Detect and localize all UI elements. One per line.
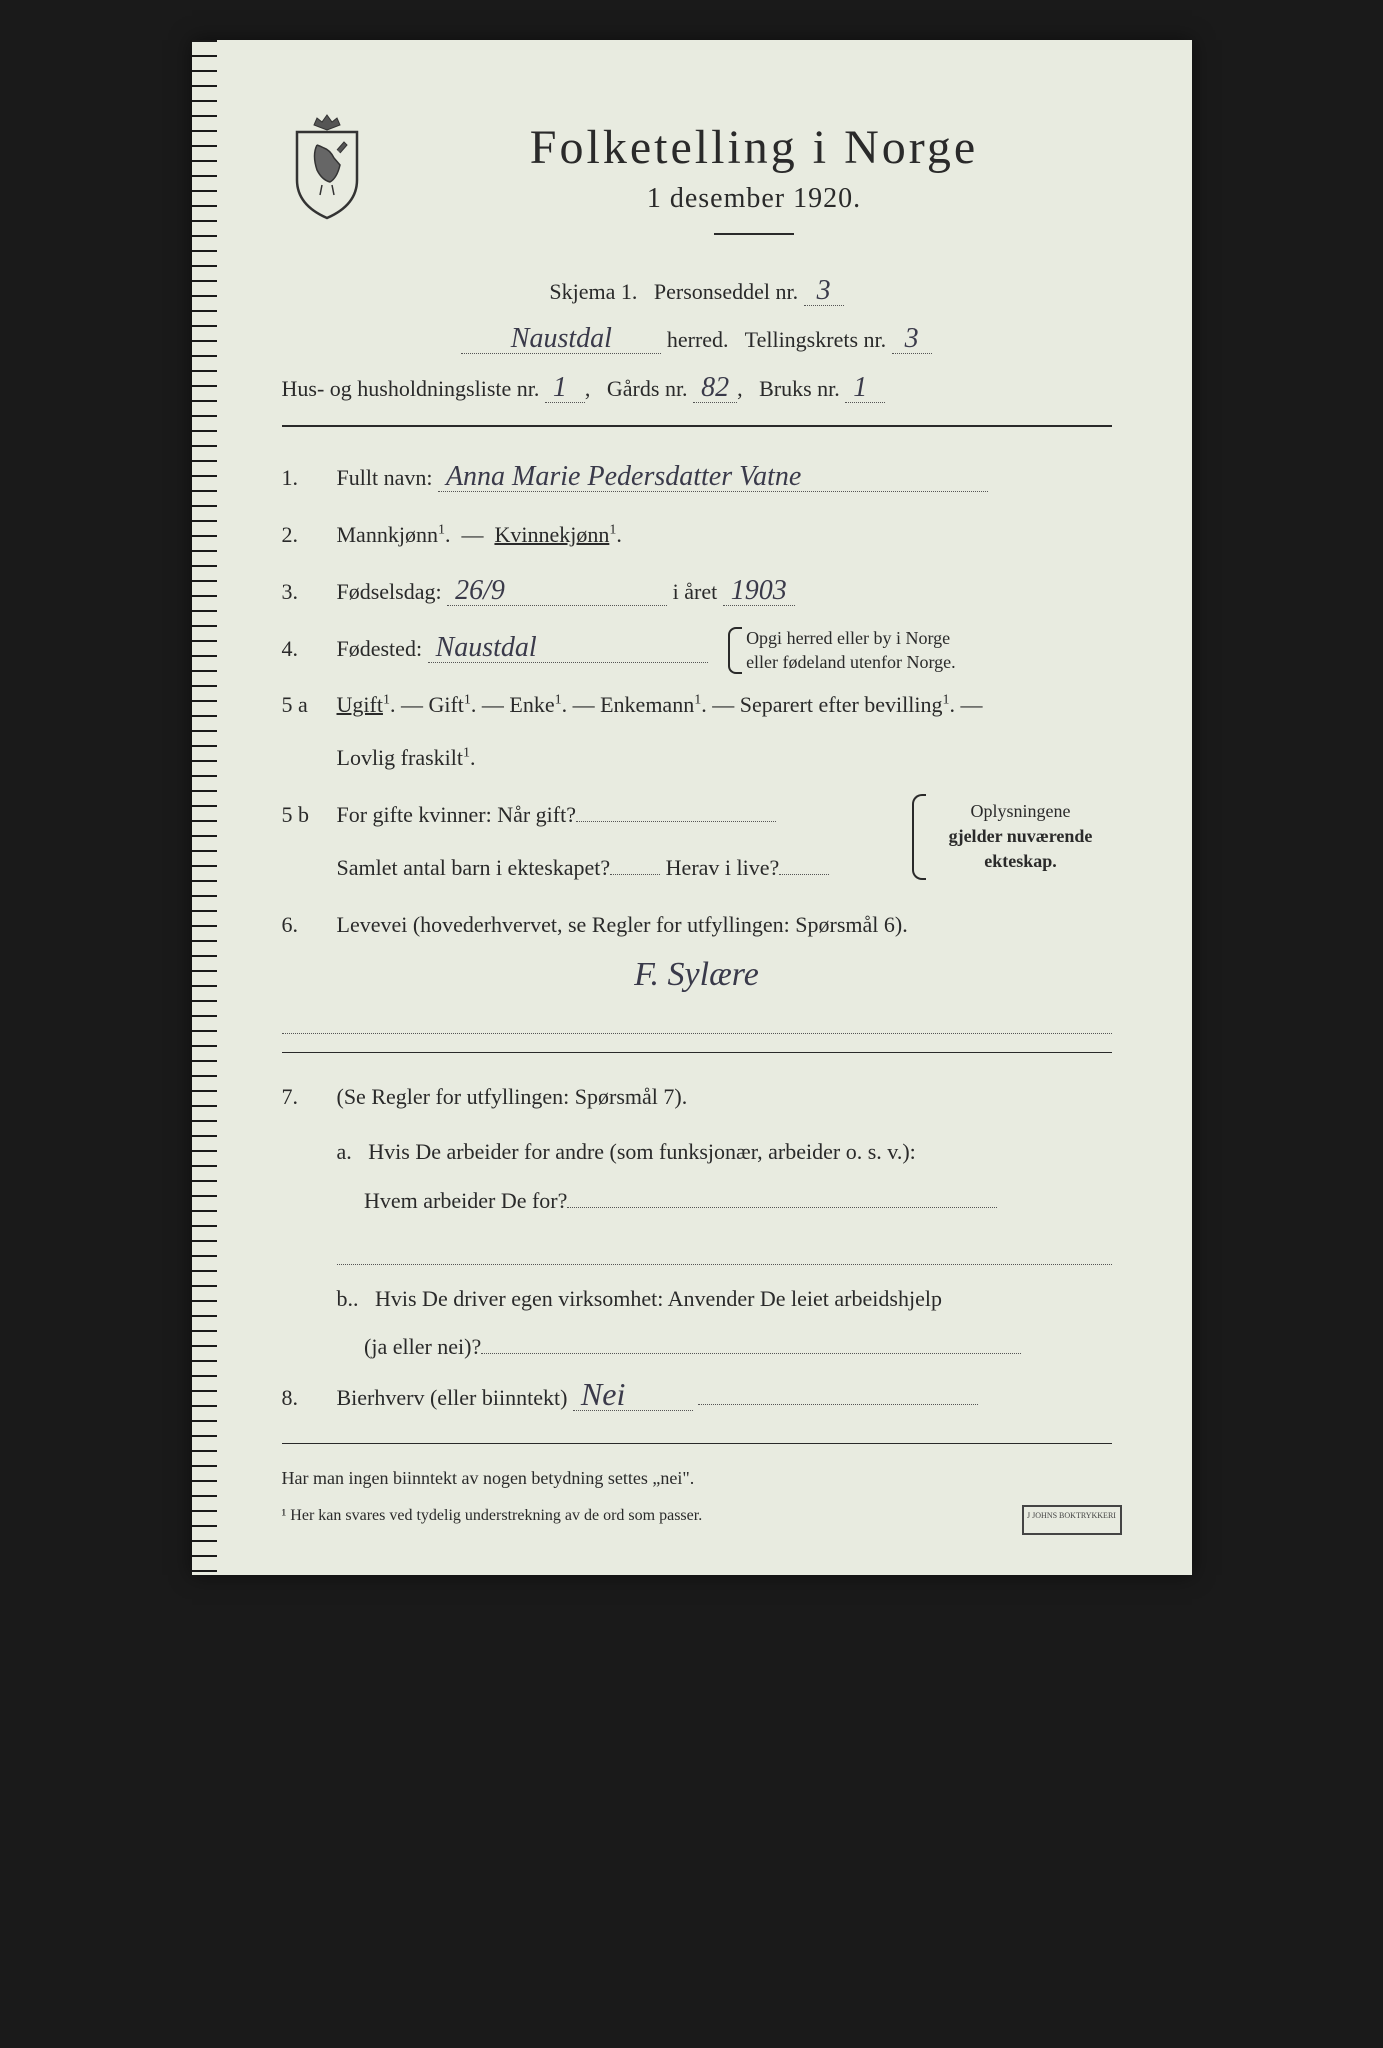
- q3-year-label: i året: [673, 579, 718, 604]
- perforated-edge: [192, 40, 217, 1575]
- form-metadata: Skjema 1. Personseddel nr. 3 Naustdal he…: [282, 268, 1112, 413]
- question-2: 2. Mannkjønn1. — Kvinnekjønn1.: [282, 509, 1112, 562]
- section-divider: [282, 425, 1112, 427]
- question-1: 1. Fullt navn: Anna Marie Pedersdatter V…: [282, 452, 1112, 505]
- personseddel-value: 3: [804, 277, 844, 306]
- question-8: 8. Bierhverv (eller biinntekt) Nei: [282, 1372, 1112, 1425]
- q3-year: 1903: [723, 577, 795, 606]
- q5a-enkemann: Enkemann: [600, 692, 694, 717]
- census-document: Folketelling i Norge 1 desember 1920. Sk…: [192, 40, 1192, 1575]
- q5b-label1: For gifte kvinner: Når gift?: [337, 802, 577, 827]
- q5b-note-line2: gjelder nuværende: [949, 826, 1093, 846]
- q2-kvinne: Kvinnekjønn: [494, 522, 609, 547]
- question-3: 3. Fødselsdag: 26/9 i året 1903: [282, 566, 1112, 619]
- q4-number: 4.: [282, 623, 317, 676]
- q6-blank-line: [282, 1004, 1112, 1034]
- q5b-note-line1: Oplysningene: [971, 801, 1071, 821]
- q7b-num: b..: [337, 1286, 359, 1311]
- q3-number: 3.: [282, 566, 317, 619]
- title-divider: [714, 233, 794, 235]
- q3-label: Fødselsdag:: [337, 579, 442, 604]
- q7a-line2: Hvem arbeider De for?: [364, 1188, 567, 1213]
- main-title: Folketelling i Norge: [397, 120, 1112, 175]
- herred-name: Naustdal: [461, 325, 661, 354]
- gards-value: 82: [693, 374, 737, 403]
- q4-note: Opgi herred eller by i Norge eller fødel…: [728, 627, 956, 674]
- q5a-ugift: Ugift: [337, 692, 383, 717]
- gards-label: Gårds nr.: [607, 376, 688, 401]
- q4-note-line1: Opgi herred eller by i Norge: [746, 628, 950, 648]
- title-block: Folketelling i Norge 1 desember 1920.: [397, 110, 1112, 253]
- bruks-label: Bruks nr.: [759, 376, 840, 401]
- q5a-separert: Separert efter bevilling: [740, 692, 943, 717]
- header-section: Folketelling i Norge 1 desember 1920.: [282, 110, 1112, 253]
- q7a-line1: Hvis De arbeider for andre (som funksjon…: [368, 1139, 916, 1164]
- q5b-number: 5 b: [282, 789, 317, 895]
- divider-after-6: [282, 1052, 1112, 1053]
- q4-label: Fødested:: [337, 636, 423, 661]
- q2-number: 2.: [282, 509, 317, 562]
- husliste-label: Hus- og husholdningsliste nr.: [282, 376, 540, 401]
- bruks-value: 1: [845, 374, 885, 403]
- q7a-num: a.: [337, 1139, 352, 1164]
- husliste-value: 1: [545, 374, 585, 403]
- q1-label: Fullt navn:: [337, 465, 433, 490]
- skjema-label: Skjema 1.: [549, 279, 637, 304]
- q8-value: Nei: [573, 1378, 693, 1411]
- q7b-line2: (ja eller nei)?: [364, 1334, 481, 1359]
- q5b-note-line3: ekteskap.: [984, 851, 1057, 871]
- question-5b: 5 b Oplysningene gjelder nuværende ektes…: [282, 789, 1112, 895]
- q3-day: 26/9: [447, 577, 667, 606]
- footnote-1: Har man ingen biinntekt av nogen betydni…: [282, 1464, 1112, 1493]
- q4-note-line2: eller fødeland utenfor Norge.: [746, 652, 956, 672]
- q6-number: 6.: [282, 899, 317, 952]
- subtitle: 1 desember 1920.: [397, 183, 1112, 215]
- q7a-blank-line: [337, 1235, 1112, 1265]
- q5b-note: Oplysningene gjelder nuværende ekteskap.: [912, 799, 1112, 875]
- q8-label: Bierhverv (eller biinntekt): [337, 1385, 568, 1410]
- q4-value: Naustdal: [428, 634, 708, 663]
- q1-number: 1.: [282, 452, 317, 505]
- question-4: 4. Fødested: Naustdal Opgi herred eller …: [282, 623, 1112, 676]
- q7-label: (Se Regler for utfyllingen: Spørsmål 7).: [337, 1084, 688, 1109]
- question-7b: b.. Hvis De driver egen virksomhet: Anve…: [337, 1275, 1112, 1372]
- divider-after-8: [282, 1443, 1112, 1444]
- q7-number: 7.: [282, 1071, 317, 1124]
- q5a-number: 5 a: [282, 679, 317, 785]
- q5b-label2: Samlet antal barn i ekteskapet?: [337, 855, 611, 880]
- question-7a: a. Hvis De arbeider for andre (som funks…: [337, 1128, 1112, 1225]
- question-6: 6. Levevei (hovederhvervet, se Regler fo…: [282, 899, 1112, 952]
- tellingskrets-label: Tellingskrets nr.: [745, 327, 886, 352]
- q5a-enke: Enke: [509, 692, 554, 717]
- q6-value: F. Sylære: [282, 956, 1112, 994]
- q5a-fraskilt: Lovlig fraskilt: [337, 745, 463, 770]
- coat-of-arms-icon: [282, 110, 372, 220]
- q5b-label3: Herav i live?: [666, 855, 780, 880]
- herred-label: herred.: [667, 327, 729, 352]
- q5a-gift: Gift: [428, 692, 463, 717]
- printer-stamp: J JOHNS BOKTRYKKERI: [1022, 1505, 1122, 1535]
- question-5a: 5 a Ugift1. — Gift1. — Enke1. — Enkemann…: [282, 679, 1112, 785]
- q1-value: Anna Marie Pedersdatter Vatne: [438, 463, 988, 492]
- tellingskrets-value: 3: [892, 325, 932, 354]
- q7b-line1: Hvis De driver egen virksomhet: Anvender…: [375, 1286, 942, 1311]
- question-7: 7. (Se Regler for utfyllingen: Spørsmål …: [282, 1071, 1112, 1124]
- footnote-2: ¹ Her kan svares ved tydelig understrekn…: [282, 1507, 1112, 1525]
- q6-label: Levevei (hovederhvervet, se Regler for u…: [337, 912, 908, 937]
- personseddel-label: Personseddel nr.: [654, 279, 798, 304]
- q2-mann: Mannkjønn: [337, 522, 438, 547]
- q8-number: 8.: [282, 1372, 317, 1425]
